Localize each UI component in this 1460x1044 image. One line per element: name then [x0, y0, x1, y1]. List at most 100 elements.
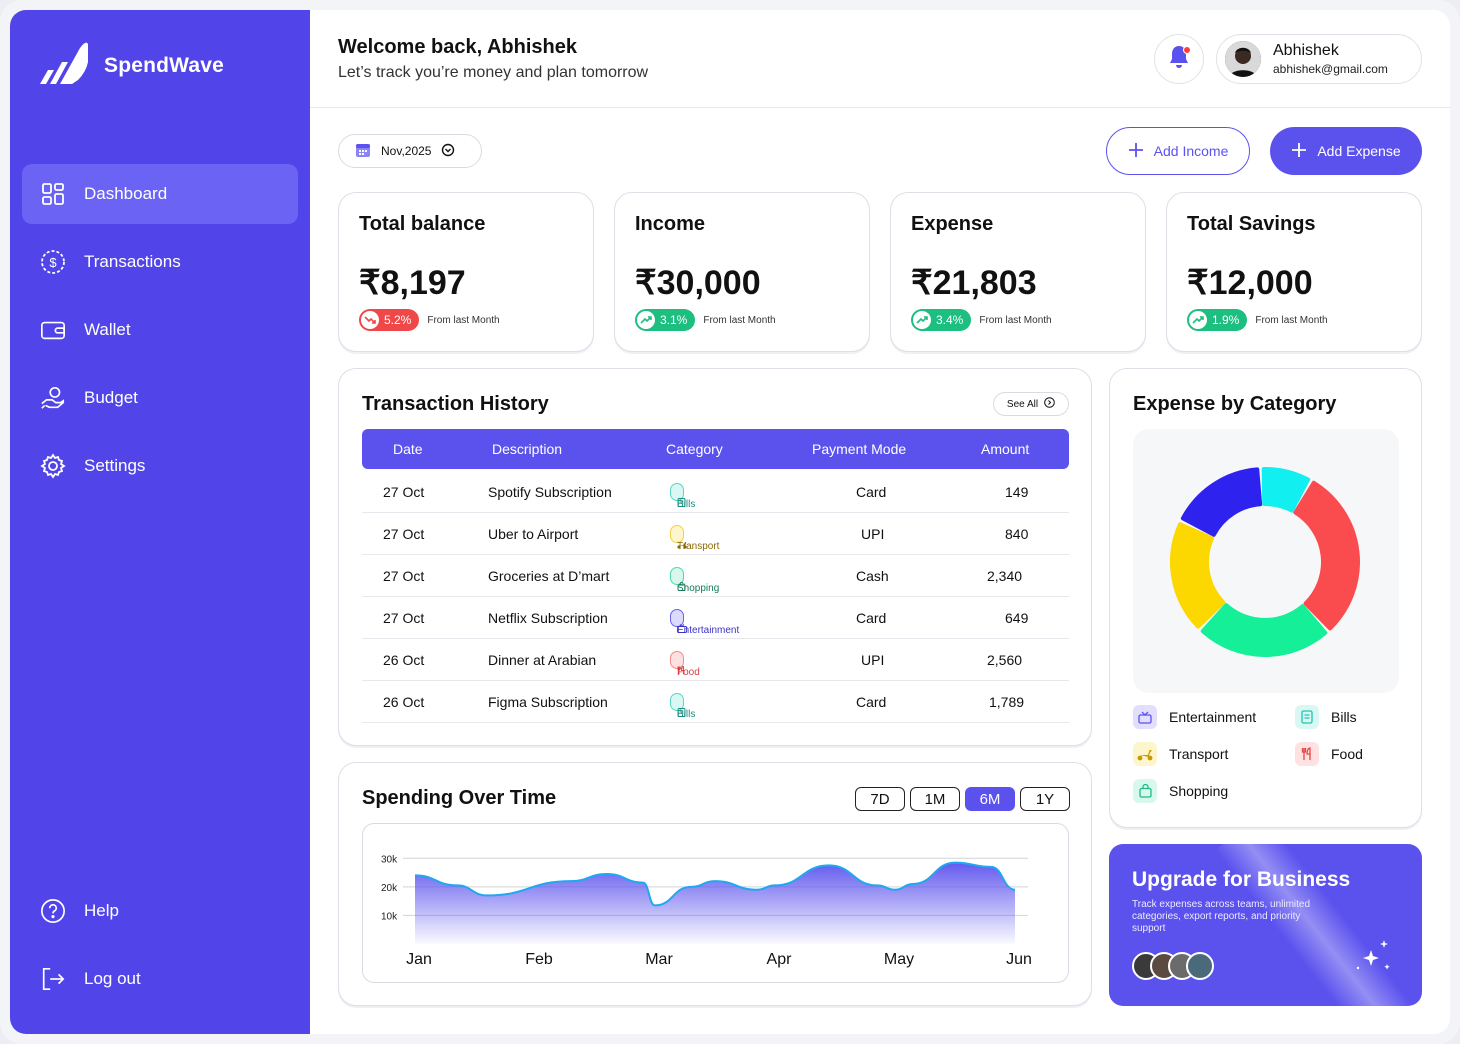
month-picker[interactable]: Nov,2025: [338, 134, 482, 168]
sidebar-item-budget[interactable]: Budget: [22, 368, 298, 428]
legend-label: Bills: [1331, 709, 1357, 725]
shopping-bag-icon: [677, 568, 686, 610]
stat-title: Total balance: [359, 213, 486, 235]
change-note: From last Month: [979, 314, 1052, 326]
svg-text:$: $: [49, 255, 57, 270]
donut-slice-shopping: [1200, 603, 1328, 657]
add-expense-label: Add Expense: [1317, 143, 1401, 159]
cell-mode: Cash: [856, 568, 889, 584]
upgrade-banner[interactable]: Upgrade for Business Track expenses acro…: [1109, 844, 1422, 1006]
sidebar-item-settings[interactable]: Settings: [22, 436, 298, 496]
utensils-icon: [677, 652, 686, 694]
upgrade-text: Track expenses across teams, unlimited c…: [1132, 899, 1311, 934]
scooter-icon: [677, 526, 687, 568]
cell-amount: 149: [1005, 484, 1029, 500]
sidebar: SpendWave Dashboard $ Transactions Walle…: [10, 10, 310, 1034]
sidebar-item-transactions[interactable]: $ Transactions: [22, 232, 298, 292]
sparkle-icon: [1353, 936, 1393, 981]
sidebar-item-label: Wallet: [84, 320, 131, 339]
table-row[interactable]: 26 Oct Dinner at Arabian Food UPI 2,560: [362, 639, 1069, 681]
column-header: Date: [393, 441, 423, 457]
cell-amount: 2,560: [987, 652, 1023, 668]
x-tick-label: Apr: [767, 951, 793, 968]
wallet-icon: [40, 317, 66, 343]
receipt-icon: [677, 484, 686, 526]
add-income-label: Add Income: [1153, 143, 1229, 159]
range-7d-button[interactable]: 7D: [855, 787, 905, 811]
cell-description: Figma Subscription: [488, 694, 608, 710]
sidebar-item-label: Settings: [84, 456, 146, 475]
x-tick-label: May: [884, 951, 914, 968]
tv-icon: [1133, 705, 1157, 729]
category-label: Shopping: [677, 583, 720, 594]
table-row[interactable]: 27 Oct Spotify Subscription Bills Card 1…: [362, 471, 1069, 513]
notification-button[interactable]: [1154, 34, 1204, 84]
user-profile[interactable]: Abhishek abhishek@gmail.com: [1216, 34, 1422, 84]
table-row[interactable]: 27 Oct Netflix Subscription Entertainmen…: [362, 597, 1069, 639]
cell-mode: Card: [856, 484, 887, 500]
cell-description: Spotify Subscription: [488, 484, 612, 500]
table-row[interactable]: 26 Oct Figma Subscription Bills Card 1,7…: [362, 681, 1069, 723]
sidebar-item-help[interactable]: Help: [22, 881, 298, 941]
dollar-circle-icon: $: [40, 249, 66, 275]
legend-entertainment: Entertainment: [1133, 705, 1256, 729]
utensils-icon: [1295, 742, 1319, 766]
change-value: 3.4%: [936, 313, 964, 327]
cell-date: 27 Oct: [383, 484, 425, 500]
arrow-right-circle-icon: [1044, 397, 1055, 411]
add-expense-button[interactable]: Add Expense: [1270, 127, 1422, 175]
cell-mode: UPI: [861, 526, 885, 542]
spendwave-logo-icon: [38, 40, 90, 91]
sidebar-item-label: Transactions: [84, 252, 181, 271]
legend-bills: Bills: [1295, 705, 1357, 729]
shopping-bag-icon: [1133, 779, 1157, 803]
cell-mode: Card: [856, 610, 887, 626]
sidebar-item-label: Budget: [84, 388, 138, 407]
column-header: Amount: [981, 441, 1030, 457]
donut-slice-bills: [1261, 467, 1311, 513]
sidebar-item-wallet[interactable]: Wallet: [22, 300, 298, 360]
brand[interactable]: SpendWave: [38, 40, 224, 91]
donut-chart-container: [1133, 429, 1399, 693]
table-header: Date Description Category Payment Mode A…: [362, 429, 1069, 469]
cell-date: 27 Oct: [383, 526, 425, 542]
upgrade-title: Upgrade for Business: [1132, 868, 1351, 891]
transaction-history-card: Transaction History See All Date Descrip…: [338, 368, 1092, 746]
spending-line: [414, 861, 1016, 907]
table-row[interactable]: 27 Oct Groceries at D’mart Shopping Cash…: [362, 555, 1069, 597]
add-income-button[interactable]: Add Income: [1106, 127, 1250, 175]
change-note: From last Month: [1255, 314, 1328, 326]
brand-name: SpendWave: [104, 53, 225, 77]
change-value: 1.9%: [1212, 313, 1240, 327]
cell-description: Groceries at D’mart: [488, 568, 610, 584]
column-header: Payment Mode: [812, 441, 907, 457]
plus-icon: [1128, 142, 1144, 161]
transaction-history-title: Transaction History: [362, 393, 549, 415]
user-email: abhishek@gmail.com: [1273, 62, 1388, 76]
category-label: Transport: [677, 541, 720, 552]
sidebar-item-label: Log out: [84, 969, 141, 988]
donut-slice-food: [1293, 480, 1360, 631]
app-window: SpendWave Dashboard $ Transactions Walle…: [10, 10, 1450, 1034]
sidebar-item-dashboard[interactable]: Dashboard: [22, 164, 298, 224]
range-6m-button[interactable]: 6M: [965, 787, 1015, 811]
range-1y-button[interactable]: 1Y: [1020, 787, 1070, 811]
cell-amount: 840: [1005, 526, 1029, 542]
receipt-icon: [1295, 705, 1319, 729]
cell-description: Netflix Subscription: [488, 610, 608, 626]
stat-value: ₹21,803: [911, 264, 1037, 302]
table-row[interactable]: 27 Oct Uber to Airport Transport UPI 840: [362, 513, 1069, 555]
sidebar-item-logout[interactable]: Log out: [22, 949, 298, 1009]
category-tag: Shopping: [670, 567, 719, 594]
column-header: Description: [492, 441, 563, 457]
column-header: Category: [666, 441, 723, 457]
change-note: From last Month: [703, 314, 776, 326]
legend-label: Entertainment: [1169, 709, 1257, 725]
x-tick-label: Mar: [645, 951, 673, 968]
category-label: Entertainment: [677, 625, 740, 636]
category-label: Food: [677, 667, 700, 678]
range-1m-button[interactable]: 1M: [910, 787, 960, 811]
x-tick-label: Jun: [1006, 951, 1032, 968]
avatar: [1186, 952, 1214, 980]
see-all-button[interactable]: See All: [993, 392, 1069, 416]
